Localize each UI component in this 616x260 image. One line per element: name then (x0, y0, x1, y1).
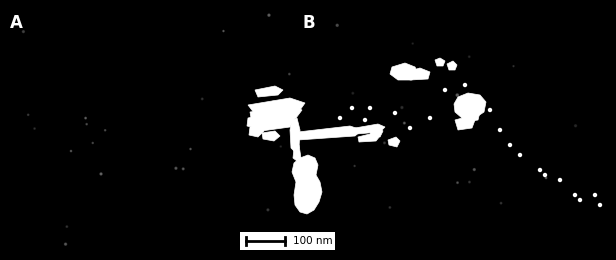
Polygon shape (388, 137, 400, 147)
Circle shape (389, 207, 391, 208)
Circle shape (543, 173, 546, 177)
Polygon shape (247, 116, 262, 128)
Polygon shape (250, 106, 302, 124)
Circle shape (368, 107, 371, 109)
Circle shape (182, 168, 184, 170)
Polygon shape (252, 114, 295, 132)
Circle shape (573, 193, 577, 197)
Circle shape (463, 83, 466, 87)
Circle shape (296, 127, 298, 129)
Circle shape (66, 226, 68, 228)
Text: A: A (10, 14, 23, 32)
Circle shape (28, 114, 29, 115)
Polygon shape (355, 124, 385, 134)
Circle shape (488, 108, 492, 112)
Circle shape (352, 92, 354, 94)
Circle shape (429, 116, 431, 120)
Polygon shape (454, 93, 486, 118)
Polygon shape (447, 61, 457, 70)
Circle shape (513, 66, 514, 67)
Circle shape (559, 179, 562, 181)
Circle shape (272, 101, 274, 102)
Polygon shape (370, 127, 383, 137)
Circle shape (403, 122, 405, 124)
Polygon shape (358, 133, 380, 142)
Circle shape (469, 181, 470, 183)
Circle shape (500, 202, 502, 204)
Circle shape (575, 125, 577, 127)
Polygon shape (406, 68, 430, 80)
Circle shape (289, 73, 290, 75)
Circle shape (105, 130, 106, 131)
Circle shape (473, 168, 476, 171)
Circle shape (456, 94, 458, 96)
Circle shape (401, 106, 403, 109)
Circle shape (498, 128, 501, 132)
Circle shape (86, 124, 87, 125)
Bar (240, 232, 335, 250)
Circle shape (466, 114, 468, 116)
Circle shape (354, 165, 355, 166)
Circle shape (22, 31, 25, 32)
Circle shape (65, 243, 67, 245)
Circle shape (175, 167, 177, 169)
Circle shape (100, 173, 102, 175)
Circle shape (339, 116, 341, 120)
Polygon shape (298, 126, 362, 140)
Circle shape (223, 30, 224, 32)
Polygon shape (249, 125, 264, 137)
Polygon shape (390, 63, 418, 80)
Circle shape (92, 142, 93, 144)
Circle shape (599, 204, 601, 206)
Circle shape (394, 112, 397, 114)
Circle shape (384, 142, 386, 144)
Circle shape (34, 128, 35, 129)
Polygon shape (255, 86, 283, 97)
Circle shape (578, 198, 582, 202)
Text: 100 nm: 100 nm (293, 236, 333, 246)
Circle shape (545, 177, 547, 179)
Circle shape (85, 117, 86, 119)
Circle shape (456, 182, 458, 184)
Circle shape (468, 56, 470, 57)
Circle shape (519, 153, 522, 157)
Circle shape (508, 144, 511, 146)
Circle shape (70, 151, 71, 152)
Polygon shape (293, 145, 301, 161)
Polygon shape (435, 58, 445, 66)
Circle shape (267, 209, 269, 211)
Polygon shape (290, 118, 300, 152)
Polygon shape (460, 108, 480, 122)
Circle shape (280, 146, 282, 147)
Circle shape (268, 14, 270, 16)
Circle shape (408, 127, 411, 129)
Polygon shape (262, 131, 280, 141)
Polygon shape (455, 117, 475, 130)
Circle shape (538, 168, 541, 172)
Polygon shape (292, 155, 322, 214)
Circle shape (201, 98, 203, 100)
Circle shape (363, 119, 367, 121)
Circle shape (412, 43, 413, 44)
Polygon shape (248, 98, 305, 118)
Circle shape (593, 193, 596, 197)
Circle shape (351, 107, 354, 109)
Text: B: B (302, 14, 315, 32)
Circle shape (444, 88, 447, 92)
Circle shape (336, 24, 338, 27)
Circle shape (190, 148, 191, 150)
